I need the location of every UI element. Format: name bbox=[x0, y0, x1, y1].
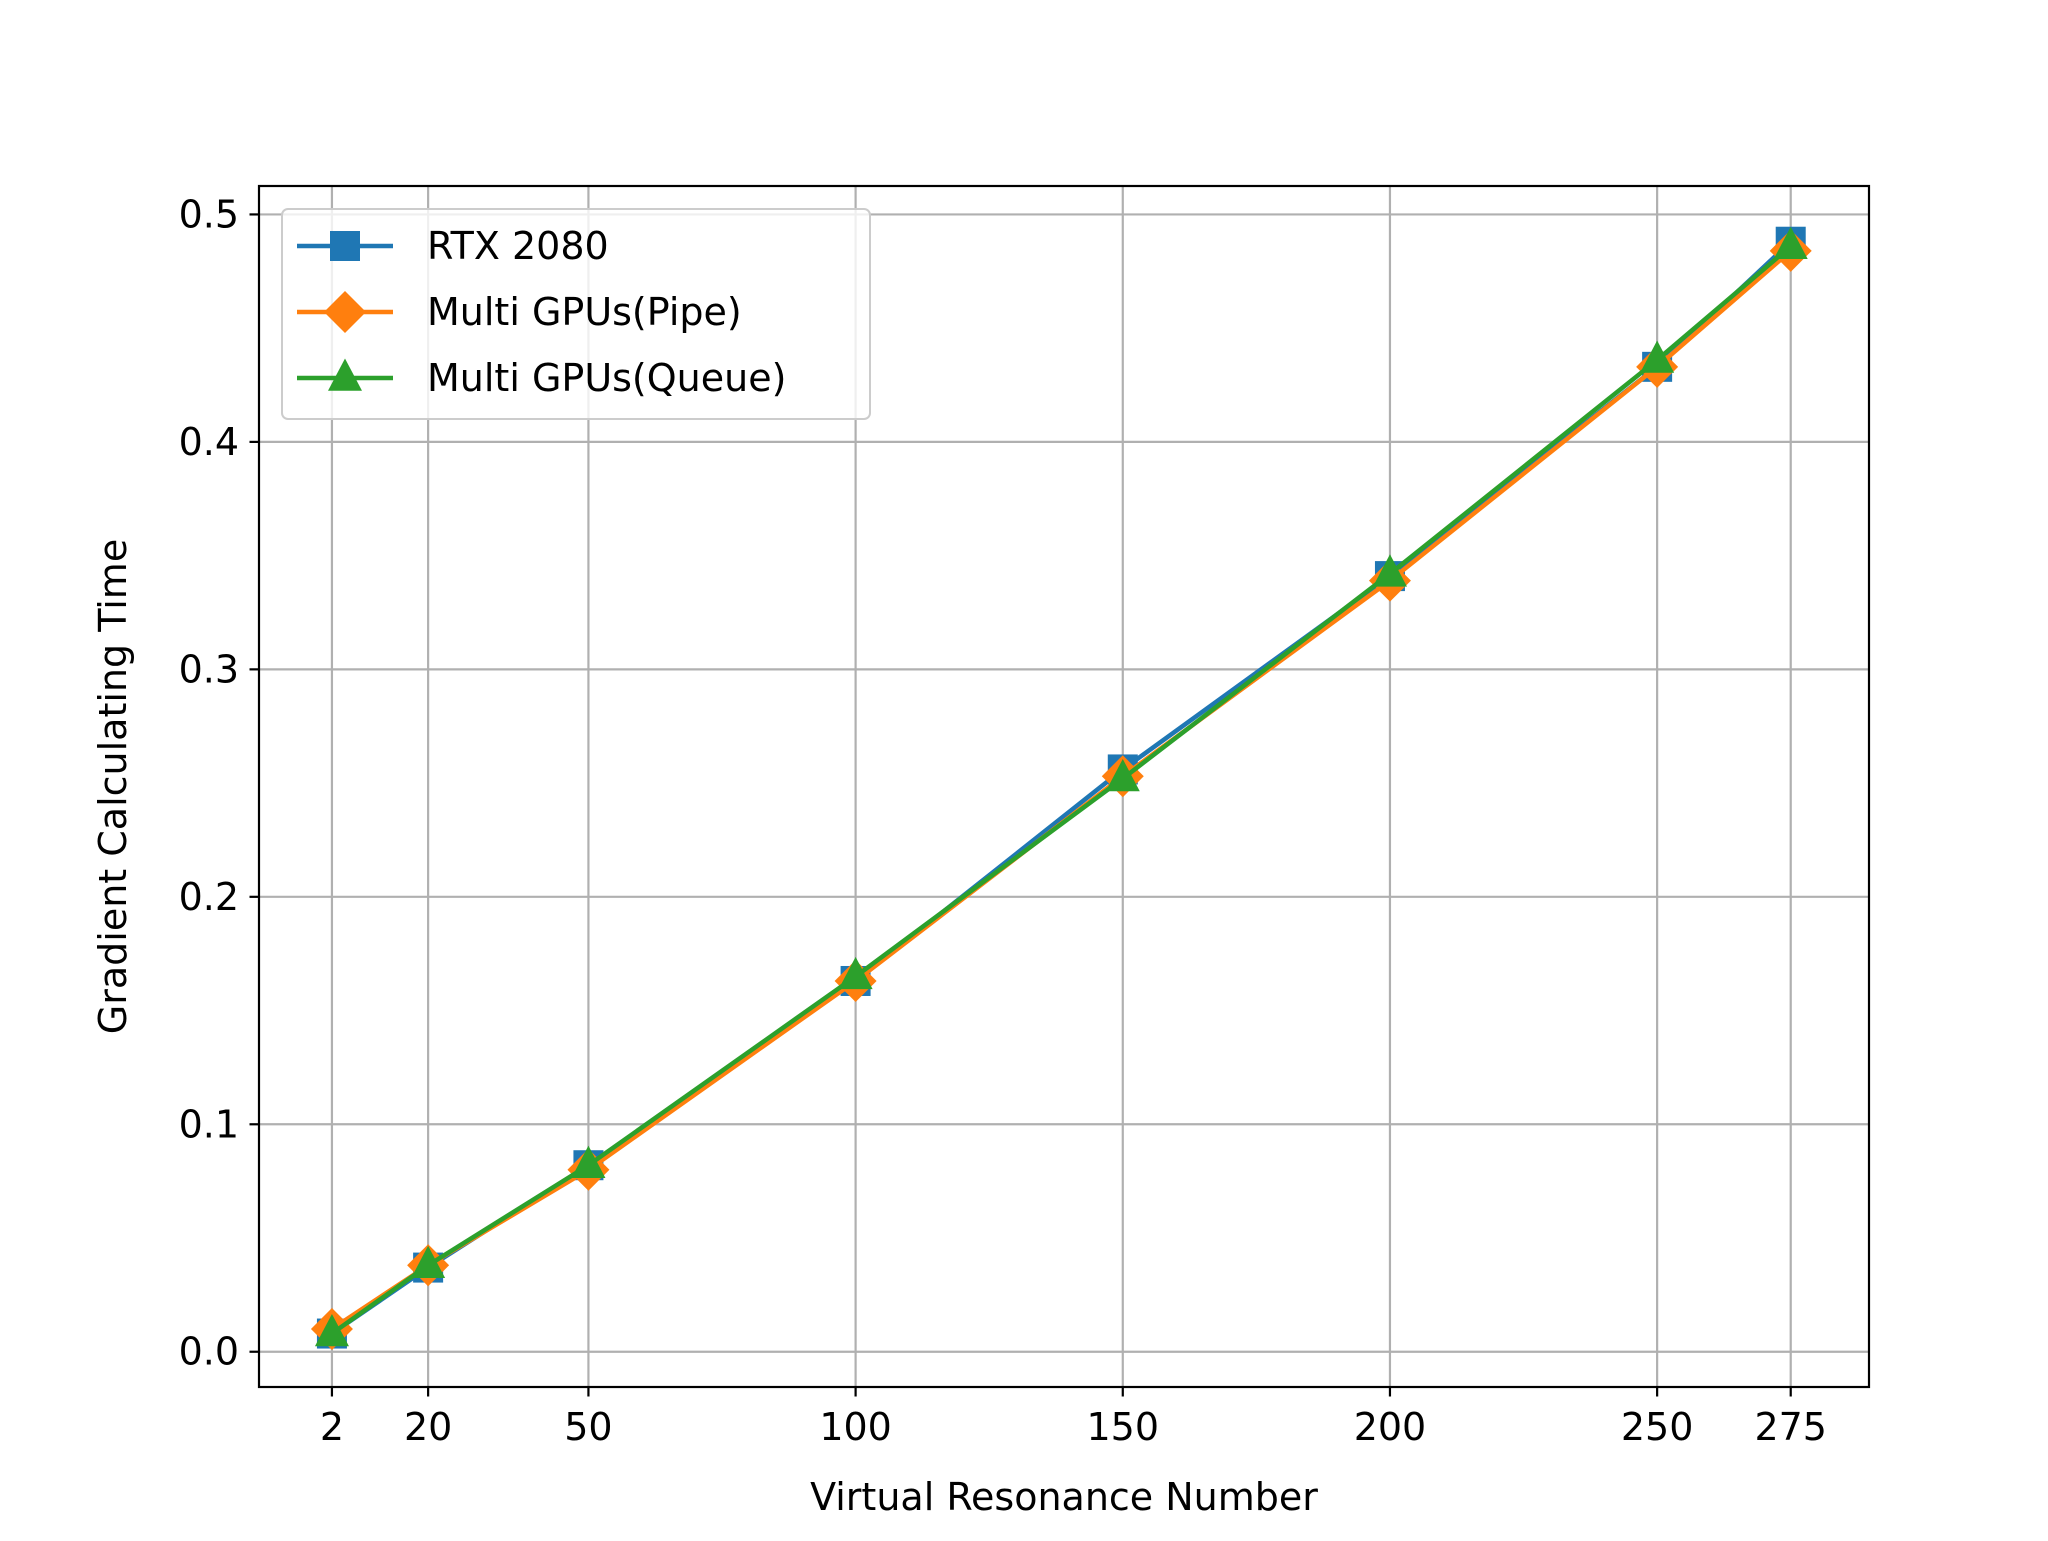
legend-marker bbox=[324, 291, 366, 333]
legend-entry: Multi GPUs(Pipe) bbox=[297, 290, 742, 334]
series-line bbox=[330, 244, 1793, 1336]
ticks: 2 20 50 100 150 200 250 275 0.0 0.1 0.2 0.3 0.4 0.5 bbox=[179, 192, 1827, 1449]
y-tick-label: 0.1 bbox=[179, 1102, 239, 1146]
legend-marker bbox=[330, 231, 360, 261]
data-point bbox=[1640, 340, 1675, 373]
legend-box bbox=[281, 208, 871, 420]
y-tick-label: 0.0 bbox=[179, 1330, 239, 1374]
x-tick-label: 100 bbox=[819, 1405, 892, 1449]
x-tick-label: 20 bbox=[404, 1405, 452, 1449]
data-point bbox=[1773, 226, 1808, 260]
legend-label: Multi GPUs(Queue) bbox=[427, 356, 786, 400]
x-tick-label: 150 bbox=[1087, 1405, 1160, 1449]
data-point bbox=[1372, 554, 1407, 587]
x-tick-label: 250 bbox=[1621, 1405, 1694, 1449]
series-3 bbox=[314, 226, 1808, 1347]
plot-frame bbox=[257, 184, 1871, 1389]
legend-marker bbox=[328, 358, 362, 391]
x-tick-label: 200 bbox=[1354, 1405, 1427, 1449]
legend-entry: RTX 2080 bbox=[297, 224, 609, 268]
data-point bbox=[571, 1145, 606, 1178]
y-axis-label: Gradient Calculating Time bbox=[91, 539, 135, 1034]
data-point bbox=[314, 1313, 349, 1347]
series-layer bbox=[310, 226, 1812, 1350]
x-tick-label: 275 bbox=[1754, 1405, 1827, 1449]
x-tick-label: 50 bbox=[564, 1405, 612, 1449]
y-tick-label: 0.4 bbox=[179, 420, 239, 464]
data-point bbox=[838, 956, 873, 990]
y-tick-label: 0.2 bbox=[179, 875, 239, 919]
y-tick-label: 0.3 bbox=[179, 647, 239, 691]
y-tick-label: 0.5 bbox=[179, 192, 239, 236]
data-point bbox=[1105, 758, 1140, 792]
data-point bbox=[411, 1245, 446, 1279]
x-tick-label: 2 bbox=[320, 1405, 344, 1449]
legend: RTX 2080 Multi GPUs(Pipe) Multi GPUs(Queue… bbox=[281, 208, 871, 420]
x-axis-label: Virtual Resonance Number bbox=[810, 1475, 1318, 1519]
legend-label: Multi GPUs(Pipe) bbox=[427, 290, 742, 334]
legend-entry: Multi GPUs(Queue) bbox=[297, 356, 786, 400]
legend-label: RTX 2080 bbox=[427, 224, 609, 268]
